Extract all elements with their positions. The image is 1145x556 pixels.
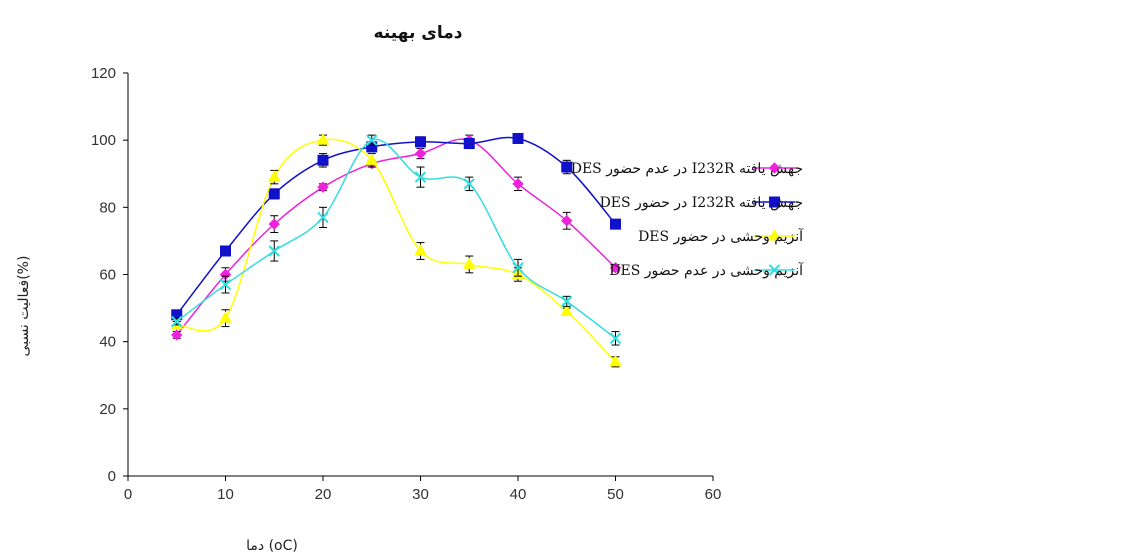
data-point: [414, 147, 427, 160]
legend-marker: [768, 264, 781, 276]
y-axis-title: فعالیت نسبی(%): [16, 256, 32, 357]
x-axis-ticks: 0 10 20 30 40 50 60: [124, 476, 722, 503]
y-tick-label: 20: [99, 401, 116, 418]
data-point: [366, 134, 378, 146]
legend-label: جهش یافته I232R در حضور DES: [600, 195, 803, 211]
series-line: [176, 138, 617, 336]
data-point: [171, 315, 183, 328]
legend-item: جهش یافته I232R در عدم حضور DES: [571, 161, 803, 177]
legend-label: آنزیم وحشی در عدم حضور DES: [609, 261, 804, 279]
data-point: [609, 262, 622, 274]
data-point: [219, 278, 232, 291]
legend-label: آنزیم وحشی در حضور DES: [638, 227, 804, 245]
data-point: [220, 245, 231, 257]
series-line: [176, 138, 617, 363]
data-point: [316, 133, 330, 145]
data-point: [560, 304, 574, 316]
y-tick-label: 80: [99, 199, 116, 216]
data-point: [317, 211, 329, 224]
series-1: [171, 134, 622, 341]
x-tick-label: 10: [217, 486, 234, 503]
series-layer: [170, 132, 622, 368]
legend-item: جهش یافته I232R در حضور DES: [600, 195, 803, 211]
x-tick-label: 60: [705, 486, 722, 503]
series-line: [176, 136, 617, 316]
x-tick-label: 50: [607, 486, 624, 503]
legend-item: آنزیم وحشی در عدم حضور DES: [609, 261, 804, 279]
data-point: [609, 332, 622, 345]
data-point: [414, 243, 427, 256]
legend-label: جهش یافته I232R در عدم حضور DES: [571, 161, 803, 177]
y-tick-label: 100: [91, 132, 116, 149]
series-3: [170, 133, 622, 368]
data-point: [268, 218, 280, 230]
data-point: [561, 215, 573, 227]
data-point: [512, 262, 524, 274]
data-point: [414, 171, 427, 183]
y-tick-label: 120: [91, 65, 116, 82]
y-axis-ticks: 0 20 40 60 80 100 120: [91, 65, 128, 485]
x-tick-label: 40: [510, 486, 527, 503]
data-point: [171, 329, 183, 341]
data-point: [561, 295, 573, 308]
data-point: [219, 311, 232, 323]
legend: جهش یافته I232R در عدم حضور DES جهش یافته…: [571, 161, 804, 279]
series-line: [176, 138, 616, 339]
legend-item: آنزیم وحشی در حضور DES: [638, 227, 804, 245]
x-axis-title: دما (oC): [246, 538, 298, 554]
data-point: [463, 138, 475, 150]
y-tick-label: 60: [99, 267, 116, 284]
x-tick-label: 30: [412, 486, 429, 503]
data-point: [462, 257, 476, 269]
data-point: [463, 178, 475, 190]
data-point: [268, 245, 280, 257]
x-tick-label: 0: [124, 486, 132, 503]
data-point: [268, 188, 280, 200]
data-point: [512, 178, 524, 190]
data-point: [415, 136, 426, 148]
chart-title: دمای بهینه: [374, 23, 463, 43]
data-point: [317, 181, 329, 193]
data-point: [365, 153, 379, 165]
data-point: [561, 161, 573, 173]
data-point: [512, 132, 524, 144]
y-tick-label: 0: [108, 468, 116, 485]
legend-marker: [769, 196, 780, 208]
data-point: [609, 354, 622, 367]
data-point: [267, 170, 281, 182]
x-tick-label: 20: [315, 486, 332, 503]
y-tick-label: 40: [99, 334, 116, 351]
legend-marker: [768, 162, 781, 174]
data-point: [610, 218, 621, 230]
data-point: [317, 154, 329, 166]
series-4: [171, 134, 622, 346]
legend-marker: [768, 228, 781, 241]
series-2: [171, 132, 621, 321]
